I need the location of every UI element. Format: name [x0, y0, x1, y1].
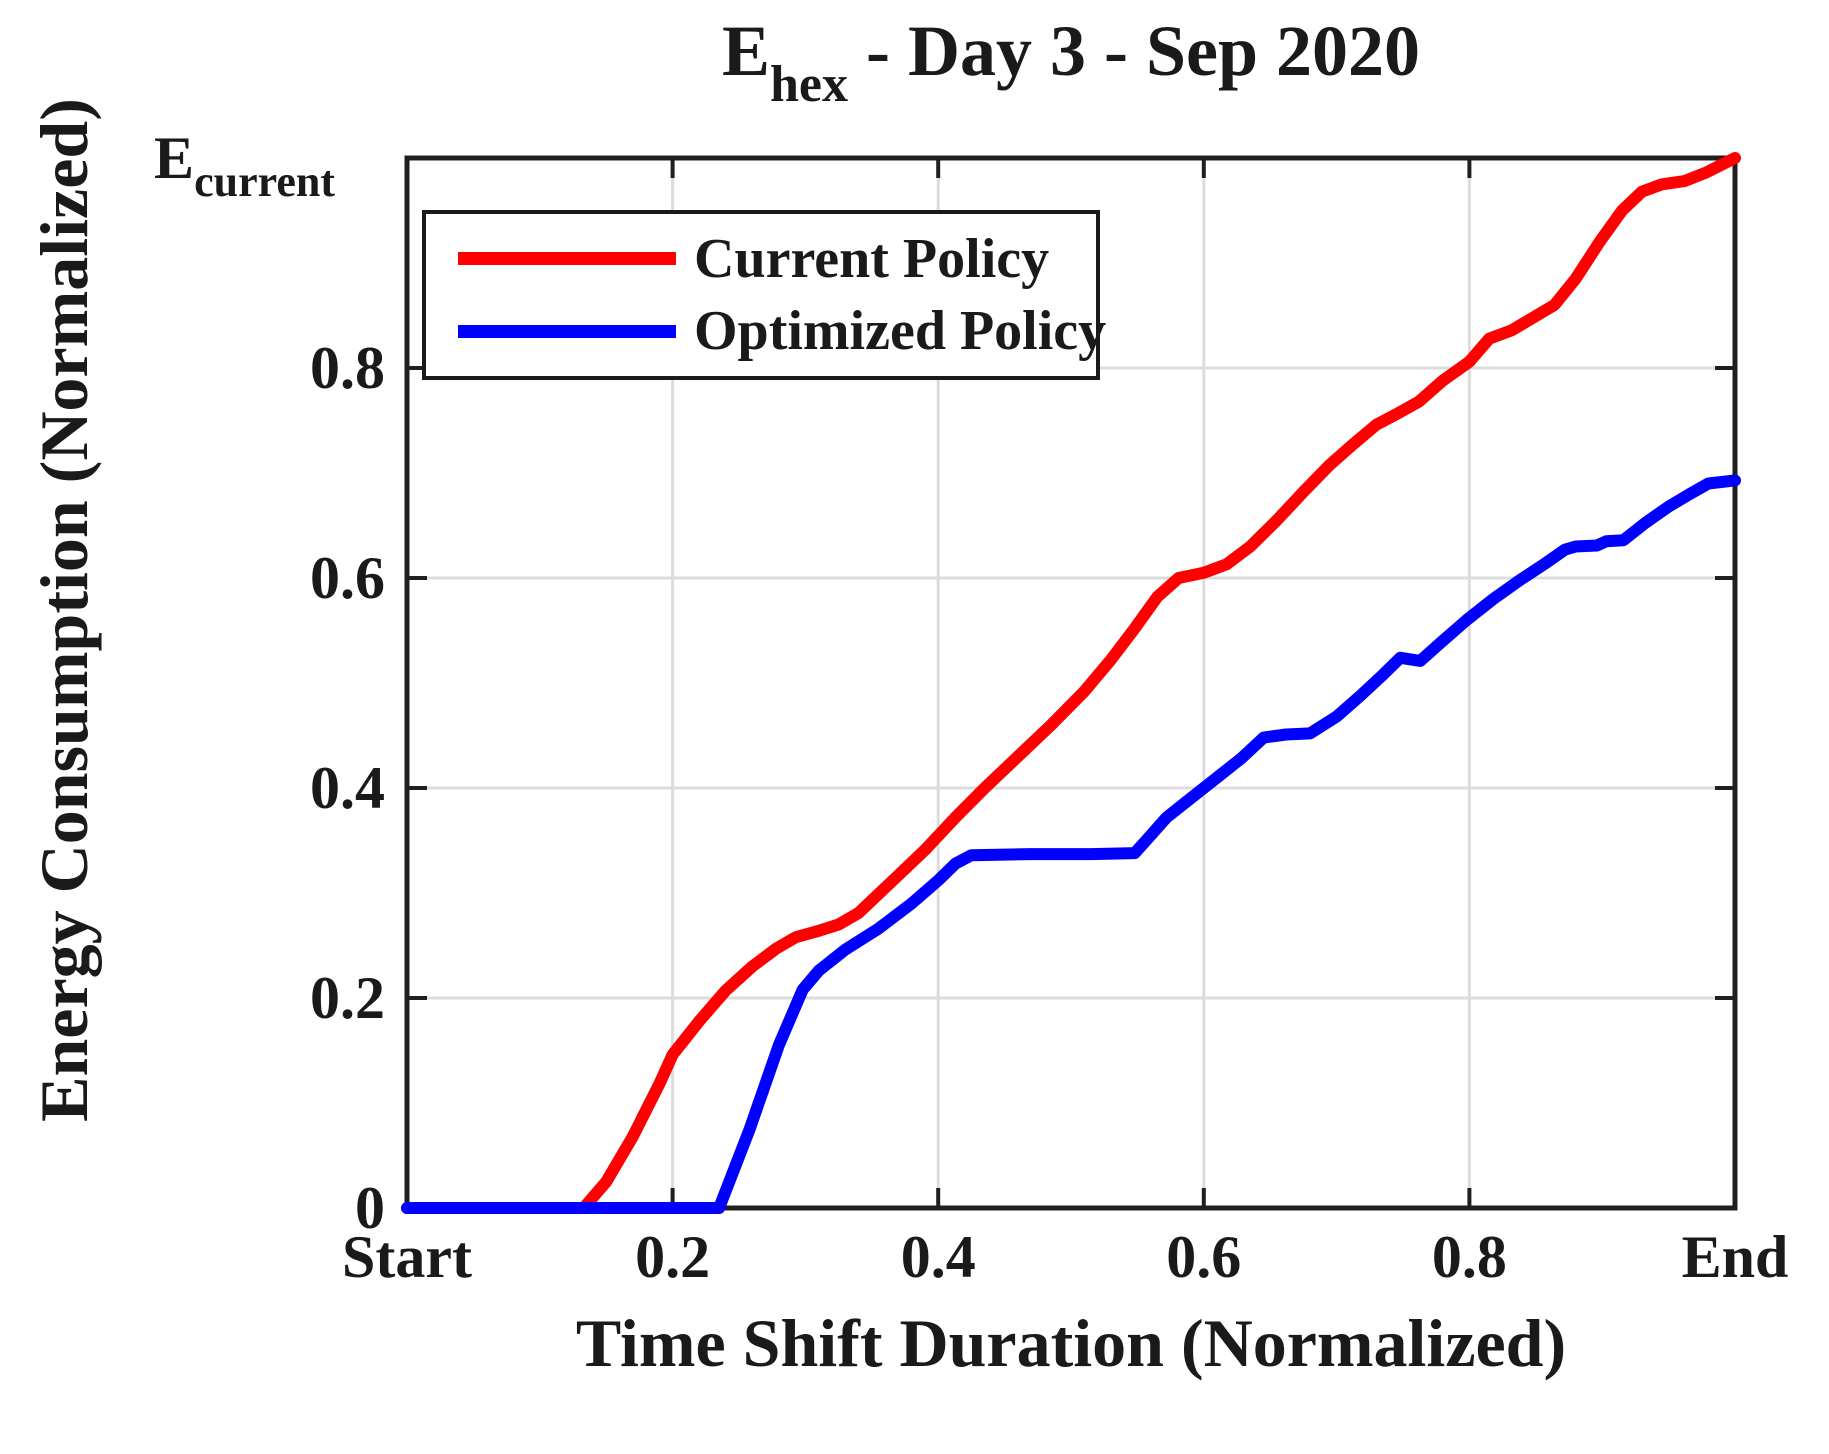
chart-title-subscript: hex — [770, 56, 849, 113]
series-line-current-policy — [401, 152, 1741, 1214]
x-tick-label: 0.6 — [1166, 1224, 1242, 1290]
y-tick-label-subscript: current — [194, 157, 335, 206]
y-tick-label: 0.4 — [310, 755, 385, 821]
y-tick-label: 0 — [355, 1175, 385, 1241]
series-line-optimized-policy — [401, 474, 1741, 1214]
legend-line-red — [458, 252, 676, 266]
legend-box: Current Policy Optimized Policy — [422, 210, 1106, 380]
legend-entry-current-policy: Current Policy — [426, 231, 1096, 287]
y-tick-label: 0.2 — [310, 965, 385, 1031]
legend-label: Optimized Policy — [694, 300, 1107, 363]
y-tick-label: 0.6 — [310, 545, 385, 611]
x-tick-label: 0.2 — [635, 1224, 711, 1290]
x-tick-label: 0.8 — [1431, 1224, 1507, 1290]
y-tick-label: 0.8 — [310, 335, 385, 401]
legend-label: Current Policy — [694, 227, 1050, 290]
axes-frame — [404, 155, 1738, 1211]
x-tick-label: Start — [342, 1224, 472, 1290]
chart-title-main: E — [721, 11, 771, 91]
x-tick-label: End — [1681, 1224, 1789, 1290]
x-tick-label: 0.4 — [900, 1224, 976, 1290]
chart-title-rest: - Day 3 - Sep 2020 — [848, 11, 1421, 91]
x-axis-label: Time Shift Duration (Normalized) — [575, 1305, 1567, 1381]
chart-title: Ehex - Day 3 - Sep 2020 — [407, 11, 1735, 110]
y-tick-label-e-current: Ecurrent — [154, 125, 335, 206]
legend-entry-optimized-policy: Optimized Policy — [426, 303, 1106, 359]
legend-line-blue — [458, 324, 676, 338]
